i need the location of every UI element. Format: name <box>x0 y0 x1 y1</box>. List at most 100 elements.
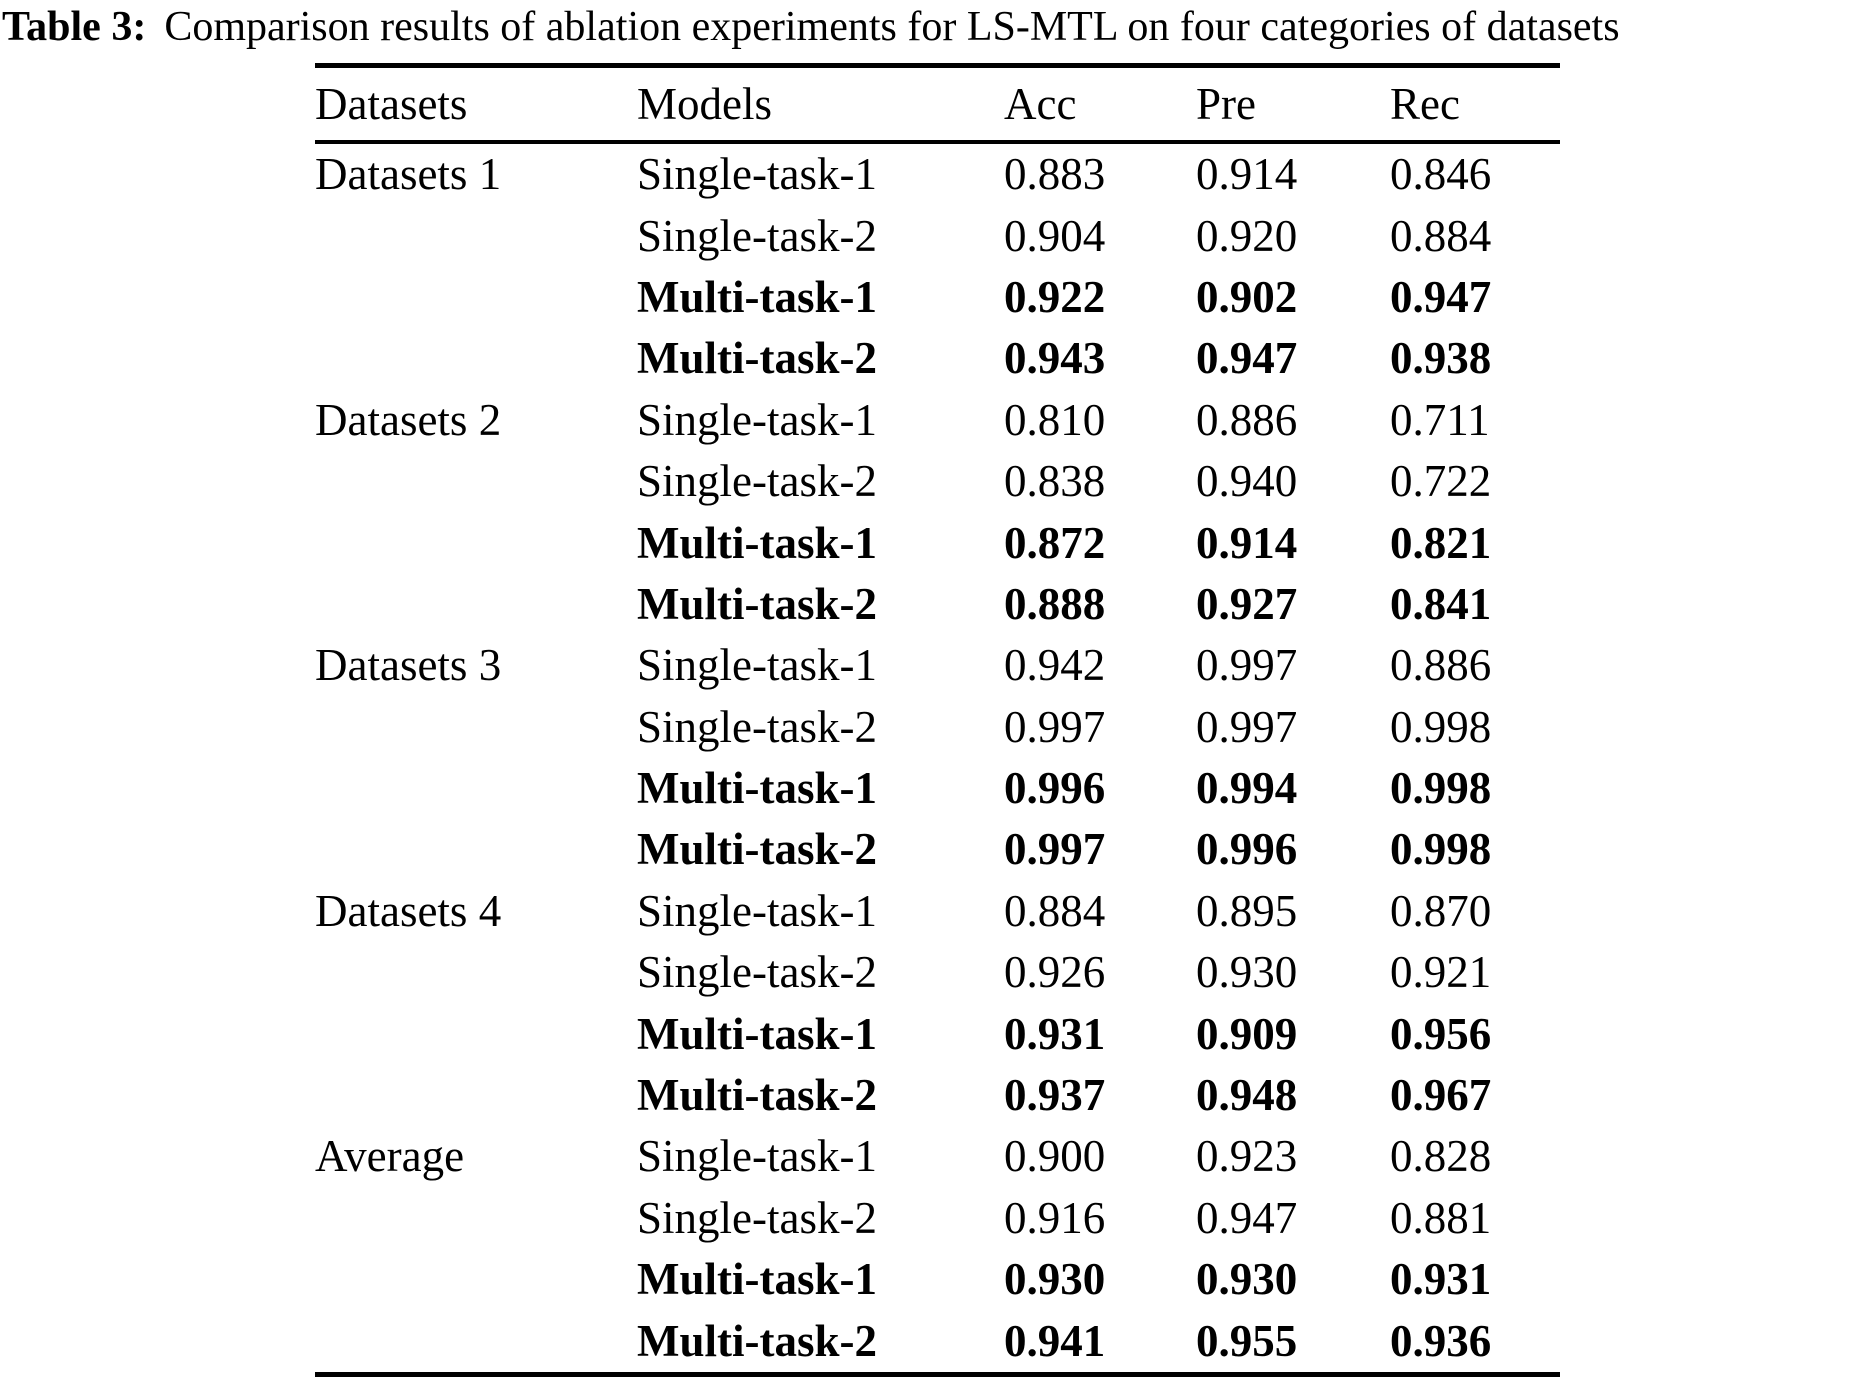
acc-cell: 0.888 <box>1004 578 1106 629</box>
table-row: Multi-task-2 0.941 0.955 0.936 <box>315 1310 1560 1371</box>
pre-cell: 0.947 <box>1196 333 1298 384</box>
rec-cell: 0.956 <box>1390 1008 1492 1059</box>
rec-cell: 0.998 <box>1390 824 1492 875</box>
model-cell: Multi-task-1 <box>637 1254 877 1305</box>
header-acc: Acc <box>1004 78 1077 129</box>
rec-cell: 0.722 <box>1390 456 1492 507</box>
acc-cell: 0.926 <box>1004 947 1106 998</box>
model-cell: Multi-task-1 <box>637 763 877 814</box>
model-cell: Single-task-2 <box>637 456 877 507</box>
rec-cell: 0.998 <box>1390 763 1492 814</box>
pre-cell: 0.940 <box>1196 456 1298 507</box>
table-row: Datasets 2 Single-task-1 0.810 0.886 0.7… <box>315 390 1560 451</box>
pre-cell: 0.930 <box>1196 1254 1298 1305</box>
table-row: Single-task-2 0.916 0.947 0.881 <box>315 1188 1560 1249</box>
header-datasets: Datasets <box>315 78 468 129</box>
table-row: Datasets 3 Single-task-1 0.942 0.997 0.8… <box>315 635 1560 696</box>
table-row: Datasets 1 Single-task-1 0.883 0.914 0.8… <box>315 144 1560 205</box>
table-row: Single-task-2 0.926 0.930 0.921 <box>315 942 1560 1003</box>
rec-cell: 0.884 <box>1390 210 1492 261</box>
rec-cell: 0.938 <box>1390 333 1492 384</box>
rec-cell: 0.828 <box>1390 1131 1492 1182</box>
acc-cell: 0.838 <box>1004 456 1106 507</box>
header-rec: Rec <box>1390 78 1460 129</box>
table-body: Datasets 1 Single-task-1 0.883 0.914 0.8… <box>315 144 1560 1372</box>
model-cell: Multi-task-2 <box>637 824 877 875</box>
acc-cell: 0.937 <box>1004 1070 1106 1121</box>
table-row: Single-task-2 0.904 0.920 0.884 <box>315 205 1560 266</box>
model-cell: Multi-task-1 <box>637 1008 877 1059</box>
acc-cell: 0.997 <box>1004 824 1106 875</box>
rec-cell: 0.936 <box>1390 1315 1492 1366</box>
header-pre: Pre <box>1196 78 1256 129</box>
rec-cell: 0.967 <box>1390 1070 1492 1121</box>
table-row: Multi-task-1 0.922 0.902 0.947 <box>315 267 1560 328</box>
acc-cell: 0.900 <box>1004 1131 1106 1182</box>
table-caption-text: Comparison results of ablation experimen… <box>164 4 1620 50</box>
pre-cell: 0.902 <box>1196 271 1298 322</box>
rec-cell: 0.841 <box>1390 578 1492 629</box>
pre-cell: 0.994 <box>1196 763 1298 814</box>
acc-cell: 0.942 <box>1004 640 1106 691</box>
model-cell: Single-task-1 <box>637 640 877 691</box>
dataset-cell: Datasets 2 <box>315 394 502 445</box>
model-cell: Single-task-1 <box>637 149 877 200</box>
table-row: Multi-task-2 0.997 0.996 0.998 <box>315 819 1560 880</box>
pre-cell: 0.947 <box>1196 1192 1298 1243</box>
pre-cell: 0.886 <box>1196 394 1298 445</box>
acc-cell: 0.884 <box>1004 885 1106 936</box>
pre-cell: 0.909 <box>1196 1008 1298 1059</box>
model-cell: Single-task-2 <box>637 947 877 998</box>
model-cell: Multi-task-1 <box>637 271 877 322</box>
table-row: Single-task-2 0.838 0.940 0.722 <box>315 451 1560 512</box>
rec-cell: 0.947 <box>1390 271 1492 322</box>
model-cell: Multi-task-1 <box>637 517 877 568</box>
pre-cell: 0.914 <box>1196 149 1298 200</box>
rec-cell: 0.998 <box>1390 701 1492 752</box>
table-header-rule <box>315 140 1560 144</box>
table-caption-label: Table 3: <box>2 4 147 50</box>
table-row: Multi-task-1 0.931 0.909 0.956 <box>315 1003 1560 1064</box>
acc-cell: 0.810 <box>1004 394 1106 445</box>
pre-cell: 0.948 <box>1196 1070 1298 1121</box>
rec-cell: 0.821 <box>1390 517 1492 568</box>
table-top-rule <box>315 63 1560 68</box>
header-models: Models <box>637 78 772 129</box>
model-cell: Single-task-2 <box>637 1192 877 1243</box>
dataset-cell: Datasets 1 <box>315 149 502 200</box>
model-cell: Single-task-1 <box>637 885 877 936</box>
table-row: Multi-task-2 0.937 0.948 0.967 <box>315 1065 1560 1126</box>
rec-cell: 0.846 <box>1390 149 1492 200</box>
pre-cell: 0.997 <box>1196 640 1298 691</box>
pre-cell: 0.895 <box>1196 885 1298 936</box>
table-row: Multi-task-2 0.943 0.947 0.938 <box>315 328 1560 389</box>
rec-cell: 0.881 <box>1390 1192 1492 1243</box>
acc-cell: 0.872 <box>1004 517 1106 568</box>
acc-cell: 0.997 <box>1004 701 1106 752</box>
model-cell: Multi-task-2 <box>637 1070 877 1121</box>
table-row: Single-task-2 0.997 0.997 0.998 <box>315 697 1560 758</box>
pre-cell: 0.914 <box>1196 517 1298 568</box>
table-row: Average Single-task-1 0.900 0.923 0.828 <box>315 1126 1560 1187</box>
acc-cell: 0.883 <box>1004 149 1106 200</box>
dataset-cell: Datasets 4 <box>315 885 502 936</box>
pre-cell: 0.923 <box>1196 1131 1298 1182</box>
acc-cell: 0.922 <box>1004 271 1106 322</box>
rec-cell: 0.711 <box>1390 394 1490 445</box>
results-table: Datasets Models Acc Pre Rec Datasets 1 S… <box>315 63 1560 1377</box>
table-bottom-rule <box>315 1371 1560 1377</box>
dataset-cell: Average <box>315 1131 465 1182</box>
table-header-row: Datasets Models Acc Pre Rec <box>315 68 1560 140</box>
table-caption: Table 3: Comparison results of ablation e… <box>2 0 1620 54</box>
acc-cell: 0.931 <box>1004 1008 1106 1059</box>
dataset-cell: Datasets 3 <box>315 640 502 691</box>
acc-cell: 0.941 <box>1004 1315 1106 1366</box>
table-row: Multi-task-1 0.930 0.930 0.931 <box>315 1249 1560 1310</box>
pre-cell: 0.997 <box>1196 701 1298 752</box>
table-row: Multi-task-2 0.888 0.927 0.841 <box>315 574 1560 635</box>
acc-cell: 0.996 <box>1004 763 1106 814</box>
acc-cell: 0.930 <box>1004 1254 1106 1305</box>
table-row: Multi-task-1 0.996 0.994 0.998 <box>315 758 1560 819</box>
pre-cell: 0.996 <box>1196 824 1298 875</box>
model-cell: Multi-task-2 <box>637 333 877 384</box>
